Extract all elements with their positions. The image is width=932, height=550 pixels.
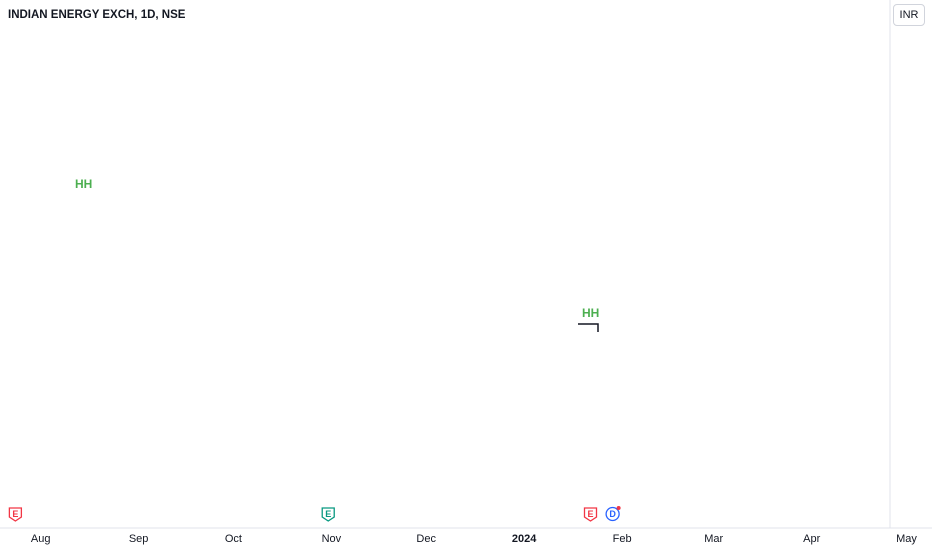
dividend-icon-circle xyxy=(605,506,620,522)
time-tick-label: Aug xyxy=(31,533,51,545)
event-label: E xyxy=(587,509,593,519)
symbol-title: INDIAN ENERGY EXCH, 1D, NSE xyxy=(8,9,186,21)
time-tick-label: Feb xyxy=(613,533,632,545)
event-label: D xyxy=(609,509,616,519)
earnings-icon-shape xyxy=(321,507,335,522)
time-tick-label: May xyxy=(896,533,917,545)
time-axis[interactable]: Aug Sep Oct Nov Dec 2024 Feb Mar Apr May xyxy=(0,527,932,545)
earnings-icon-shape xyxy=(583,507,598,522)
earnings-event-icon: E xyxy=(321,507,335,522)
event-label: E xyxy=(325,509,331,519)
dividend-event-icon: D xyxy=(605,506,621,522)
time-tick-label: Sep xyxy=(129,533,149,545)
breakout-bracket xyxy=(578,323,599,332)
time-tick-label: Nov xyxy=(322,533,342,545)
currency-button[interactable]: INR xyxy=(893,4,925,26)
time-tick-label: 2024 xyxy=(512,533,537,545)
dividend-icon-dot xyxy=(616,506,621,510)
time-tick-label: Dec xyxy=(416,533,436,545)
time-tick-label: Apr xyxy=(803,533,820,545)
trend-lines-layer xyxy=(578,323,599,332)
time-tick-label: Oct xyxy=(225,533,242,545)
hh-annotation: HH xyxy=(75,177,92,191)
earnings-icon-shape xyxy=(8,507,23,522)
annotations-layer: HH HH xyxy=(75,177,599,320)
event-label: E xyxy=(12,509,18,519)
earnings-event-icon: E xyxy=(8,507,23,522)
earnings-event-icon: E xyxy=(583,507,598,522)
hh-annotation: HH xyxy=(582,306,599,320)
time-tick-label: Mar xyxy=(704,533,723,545)
